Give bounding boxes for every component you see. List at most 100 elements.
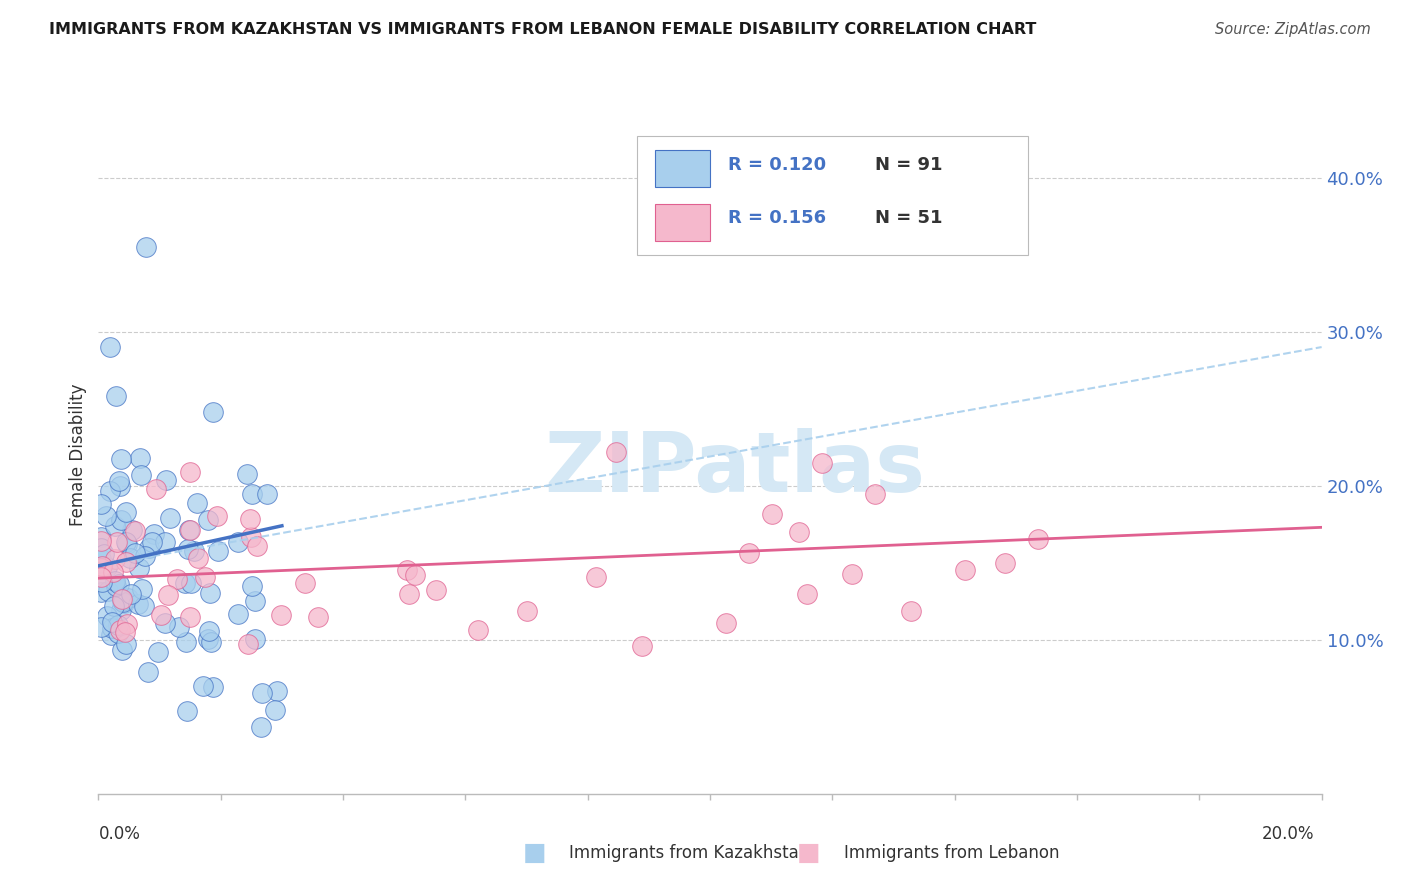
Point (263, 703, 285, 717)
Text: IMMIGRANTS FROM KAZAKHSTAN VS IMMIGRANTS FROM LEBANON FEMALE DISABILITY CORRELAT: IMMIGRANTS FROM KAZAKHSTAN VS IMMIGRANTS… (49, 22, 1036, 37)
Point (112, 593, 135, 607)
Point (250, 686, 273, 700)
Point (129, 468, 152, 483)
Point (131, 582, 153, 597)
Point (108, 479, 131, 493)
Point (307, 610, 329, 624)
Point (120, 587, 142, 601)
Point (104, 519, 127, 533)
Point (138, 541, 160, 556)
Point (146, 645, 169, 659)
Point (90, 620, 112, 634)
Point (404, 568, 426, 582)
Point (398, 586, 420, 600)
Point (179, 465, 201, 479)
Point (240, 529, 263, 543)
Text: N = 51: N = 51 (875, 209, 942, 227)
Point (104, 579, 127, 593)
Text: ■: ■ (797, 841, 820, 864)
Point (738, 546, 761, 560)
Point (226, 534, 249, 549)
Point (243, 593, 266, 607)
Text: R = 0.120: R = 0.120 (728, 156, 827, 174)
Point (294, 576, 316, 591)
Point (115, 617, 138, 632)
Text: Immigrants from Kazakhstan: Immigrants from Kazakhstan (569, 844, 810, 862)
Point (90, 570, 112, 584)
Point (90, 541, 112, 556)
Bar (655, 150, 710, 187)
Point (236, 467, 259, 482)
Point (863, 487, 886, 501)
Point (159, 511, 181, 525)
Point (132, 599, 155, 614)
Point (145, 482, 167, 496)
Point (127, 597, 149, 611)
Point (93, 547, 115, 561)
Point (108, 623, 131, 637)
Point (177, 542, 200, 557)
Point (605, 444, 627, 458)
Point (98, 340, 121, 354)
Point (101, 615, 124, 629)
Point (110, 513, 132, 527)
Point (953, 563, 976, 577)
Point (207, 509, 229, 524)
Point (243, 632, 266, 646)
Y-axis label: Female Disability: Female Disability (69, 384, 87, 526)
Point (467, 624, 489, 638)
Point (1026, 532, 1049, 546)
Point (94, 509, 117, 524)
Point (155, 473, 177, 487)
Point (117, 591, 139, 605)
Point (249, 720, 271, 734)
Point (180, 576, 202, 591)
Point (112, 594, 135, 608)
Point (136, 665, 159, 679)
Point (96, 559, 118, 574)
Point (107, 625, 129, 640)
Point (101, 621, 124, 635)
Point (810, 456, 832, 470)
Text: Immigrants from Lebanon: Immigrants from Lebanon (844, 844, 1059, 862)
FancyBboxPatch shape (637, 136, 1028, 255)
Point (716, 615, 738, 630)
Point (246, 539, 269, 553)
Point (103, 565, 125, 579)
Point (111, 592, 134, 607)
Point (110, 603, 132, 617)
Point (183, 543, 205, 558)
Point (585, 569, 607, 583)
Point (121, 523, 143, 537)
Point (176, 704, 198, 718)
Point (201, 404, 224, 418)
Point (193, 680, 215, 694)
Point (114, 637, 136, 651)
Point (179, 523, 201, 537)
Point (167, 620, 190, 634)
Point (104, 574, 127, 588)
Point (270, 608, 292, 623)
Point (96, 609, 118, 624)
Text: R = 0.156: R = 0.156 (728, 209, 827, 227)
Point (114, 624, 136, 639)
Point (141, 535, 163, 549)
Point (90, 585, 112, 599)
Point (111, 643, 134, 657)
Point (90, 533, 112, 548)
Point (176, 634, 198, 648)
Point (186, 496, 208, 510)
Point (107, 474, 129, 488)
Point (761, 507, 783, 521)
Point (114, 555, 136, 569)
Point (516, 604, 538, 618)
Point (236, 637, 259, 651)
Point (104, 552, 127, 566)
Point (153, 615, 176, 630)
Point (787, 525, 810, 540)
Point (796, 587, 818, 601)
Text: Source: ZipAtlas.com: Source: ZipAtlas.com (1215, 22, 1371, 37)
Point (395, 563, 418, 577)
Point (266, 684, 288, 698)
Point (197, 632, 219, 647)
